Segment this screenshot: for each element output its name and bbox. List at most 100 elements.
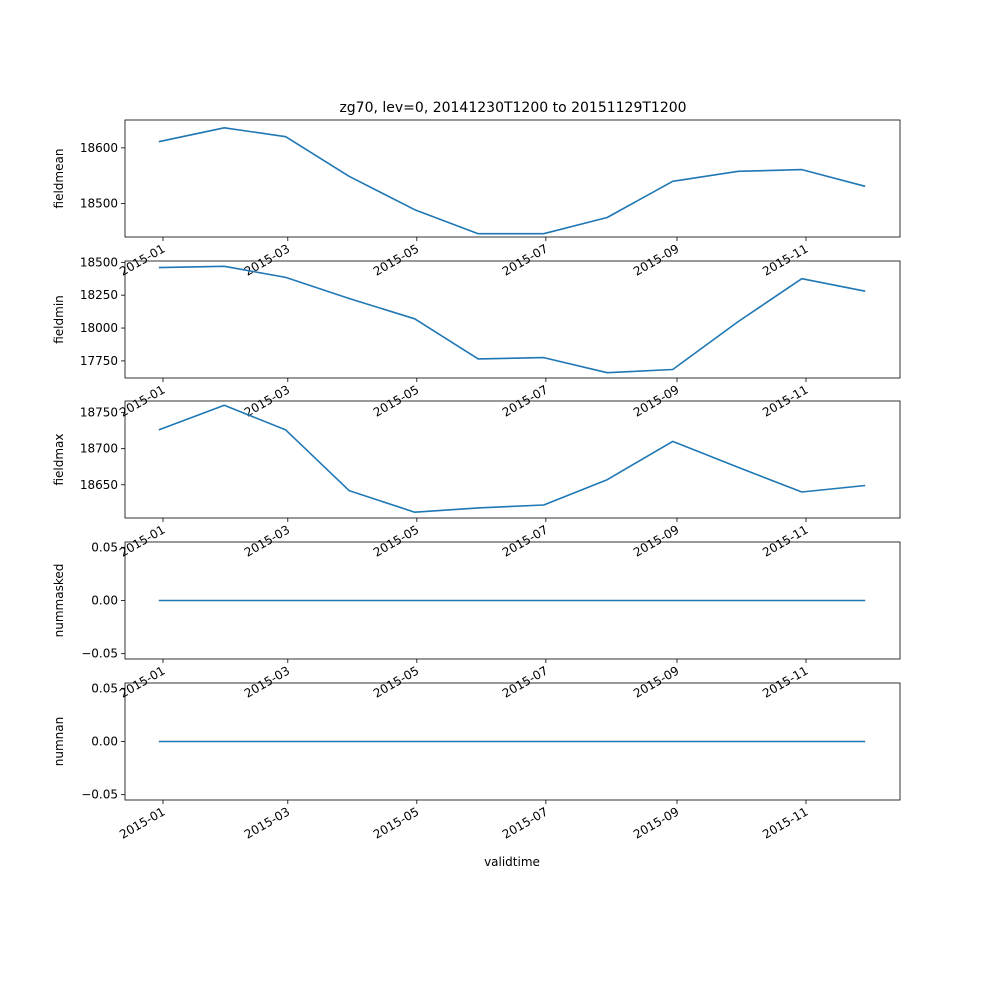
x-tick-label: 2015-09 (631, 804, 681, 841)
y-tick-label: 0.00 (91, 735, 118, 749)
y-tick-label: 18700 (80, 442, 118, 456)
x-tick-label: 2015-05 (371, 522, 421, 559)
x-tick-label: 2015-03 (242, 663, 292, 700)
data-point (157, 740, 160, 743)
data-point (157, 599, 160, 602)
data-point (413, 317, 416, 320)
data-point (157, 140, 160, 143)
data-point (477, 232, 480, 235)
data-point (800, 599, 803, 602)
x-tick-label: 2015-11 (760, 522, 810, 559)
y-tick-label: 18500 (80, 255, 118, 269)
data-point (284, 428, 287, 431)
data-point (284, 276, 287, 279)
data-point (606, 740, 609, 743)
data-point (348, 175, 351, 178)
series-line-fieldmean (158, 127, 866, 235)
axes-frame (124, 400, 901, 519)
axes-frame (124, 260, 901, 379)
data-point (348, 740, 351, 743)
x-tick-label: 2015-07 (500, 804, 550, 841)
x-tick-label: 2015-09 (631, 241, 681, 278)
x-axis-label: validtime (484, 855, 540, 869)
y-tick-label: 18000 (80, 321, 118, 335)
data-point (223, 599, 226, 602)
y-axis-label: nummasked (52, 564, 66, 638)
data-point (671, 368, 674, 371)
data-point (671, 180, 674, 183)
data-point (157, 428, 160, 431)
y-axis-label: fieldmin (52, 295, 66, 344)
data-point (413, 599, 416, 602)
data-point (671, 740, 674, 743)
data-point (800, 490, 803, 493)
data-point (223, 740, 226, 743)
data-point (348, 297, 351, 300)
axes-frame (124, 119, 901, 238)
data-point (864, 484, 867, 487)
data-point (606, 371, 609, 374)
data-point (542, 232, 545, 235)
y-axis-label: fieldmax (52, 433, 66, 485)
y-tick-label: 0.00 (91, 594, 118, 608)
x-tick-label: 2015-07 (500, 241, 550, 278)
data-point (284, 740, 287, 743)
y-tick-label: 18250 (80, 288, 118, 302)
y-tick-label: −0.05 (81, 647, 118, 661)
x-tick-label: 2015-03 (242, 241, 292, 278)
figure-title: zg70, lev=0, 20141230T1200 to 20151129T1… (339, 100, 686, 116)
subplot-numnan: −0.05 0.00 0.05 2015-01 2015-03 2015-05 2015-0… (52, 681, 901, 842)
data-point (477, 506, 480, 509)
data-point (223, 126, 226, 129)
data-point (477, 357, 480, 360)
data-point (157, 266, 160, 269)
data-point (542, 356, 545, 359)
data-point (864, 185, 867, 188)
data-point (671, 599, 674, 602)
y-tick-label: 18600 (80, 141, 118, 155)
data-point (606, 599, 609, 602)
x-tick-label: 2015-09 (631, 522, 681, 559)
data-point (606, 216, 609, 219)
x-tick-label: 2015-05 (371, 241, 421, 278)
x-tick-label: 2015-11 (760, 804, 810, 841)
data-point (223, 265, 226, 268)
x-tick-label: 2015-03 (242, 522, 292, 559)
data-point (284, 599, 287, 602)
data-point (542, 503, 545, 506)
data-point (737, 170, 740, 173)
data-point (864, 599, 867, 602)
data-point (348, 599, 351, 602)
series-line-fieldmax (158, 404, 866, 514)
x-tick-label: 2015-07 (500, 522, 550, 559)
data-point (737, 740, 740, 743)
y-tick-label: −0.05 (81, 788, 118, 802)
data-point (348, 489, 351, 492)
subplot-stack: 18500 18600 2015-01 2015-03 2015-05 2015-07 20… (52, 119, 901, 842)
data-point (413, 511, 416, 514)
data-point (671, 440, 674, 443)
data-point (864, 290, 867, 293)
x-tick-label: 2015-05 (371, 804, 421, 841)
data-point (542, 740, 545, 743)
data-point (737, 320, 740, 323)
y-tick-label: 17750 (80, 354, 118, 368)
x-tick-label: 2015-07 (500, 663, 550, 700)
data-point (413, 208, 416, 211)
data-point (606, 478, 609, 481)
data-point (800, 277, 803, 280)
data-point (284, 135, 287, 138)
data-point (223, 404, 226, 407)
y-tick-label: 0.05 (91, 681, 118, 695)
data-point (477, 740, 480, 743)
y-tick-label: 0.05 (91, 540, 118, 554)
data-point (542, 599, 545, 602)
x-tick-label: 2015-11 (760, 663, 810, 700)
x-tick-label: 2015-03 (242, 804, 292, 841)
y-tick-label: 18750 (80, 406, 118, 420)
